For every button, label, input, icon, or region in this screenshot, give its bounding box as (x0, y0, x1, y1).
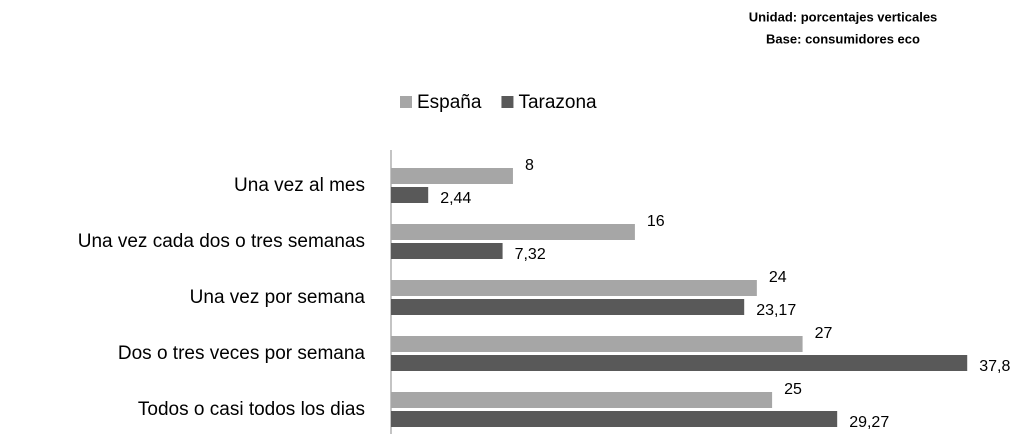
legend-swatch (400, 96, 412, 108)
category-label: Todos o casi todos los dias (138, 399, 365, 420)
bar (391, 280, 757, 296)
data-label: 37,8 (979, 358, 1010, 375)
subtitle: Unidad: porcentajes verticales (749, 9, 938, 24)
bar (391, 355, 968, 371)
legend-label: España (417, 92, 482, 113)
category-label: Una vez por semana (190, 287, 366, 308)
category-label: Una vez cada dos o tres semanas (78, 231, 365, 252)
bar (391, 411, 838, 427)
data-label: 7,32 (515, 246, 546, 263)
data-label: 25 (784, 381, 802, 398)
legend-swatch (501, 96, 514, 108)
category-label: Una vez al mes (234, 175, 365, 196)
bar (391, 224, 635, 240)
data-label: 2,44 (440, 190, 471, 207)
bar (391, 299, 745, 315)
bar (391, 392, 773, 408)
legend-label: Tarazona (518, 92, 597, 113)
category-label: Dos o tres veces por semana (118, 343, 366, 364)
data-label: 16 (647, 213, 665, 230)
data-label: 23,17 (756, 302, 796, 319)
bar (391, 243, 503, 259)
data-label: 8 (525, 157, 534, 174)
bar (391, 168, 513, 184)
data-label: 24 (769, 269, 787, 286)
subtitle: Base: consumidores eco (766, 31, 920, 46)
data-label: 27 (815, 325, 833, 342)
bar (391, 187, 429, 203)
bar (391, 336, 803, 352)
data-label: 29,27 (849, 414, 889, 431)
